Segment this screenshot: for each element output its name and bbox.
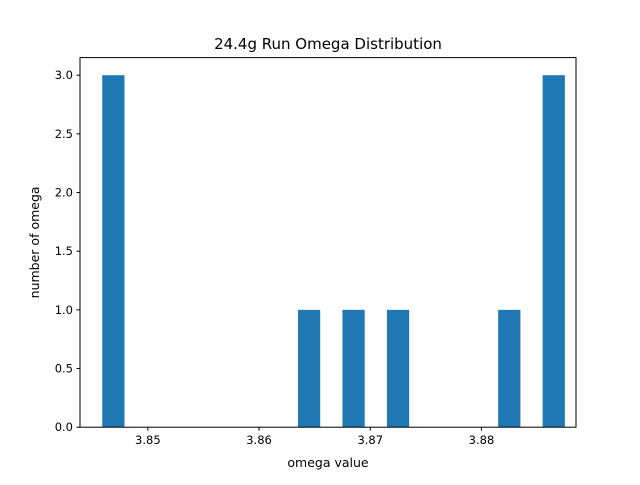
y-axis-label: number of omega bbox=[27, 186, 42, 298]
histogram-bar-2 bbox=[297, 309, 321, 428]
x-axis-label: omega value bbox=[287, 455, 369, 470]
x-tick-label: 3.86 bbox=[246, 433, 272, 447]
histogram-bar-3 bbox=[342, 309, 365, 428]
x-tick-label: 3.87 bbox=[357, 433, 383, 447]
y-tick-label: 2.0 bbox=[55, 186, 73, 200]
y-tick-label: 0.0 bbox=[55, 420, 73, 434]
histogram-bar-4 bbox=[386, 309, 410, 428]
x-tick-label: 3.85 bbox=[135, 433, 161, 447]
y-axis: 0.0 0.5 1.0 1.5 2.0 2.5 3.0 bbox=[55, 68, 80, 434]
y-tick-label: 1.0 bbox=[55, 303, 73, 317]
histogram-bar-1 bbox=[102, 75, 125, 428]
bars-layer bbox=[102, 75, 565, 428]
y-tick-label: 0.5 bbox=[55, 362, 73, 376]
y-tick-label: 3.0 bbox=[55, 68, 73, 82]
y-tick-label: 1.5 bbox=[55, 244, 73, 258]
histogram-bar-6 bbox=[542, 75, 565, 428]
x-tick-label: 3.88 bbox=[469, 433, 495, 447]
plot-frame bbox=[79, 57, 577, 428]
x-axis: 3.85 3.86 3.87 3.88 bbox=[135, 427, 494, 447]
chart-title: 24.4g Run Omega Distribution bbox=[214, 35, 442, 53]
histogram-bar-5 bbox=[498, 309, 521, 428]
y-tick-label: 2.5 bbox=[55, 127, 73, 141]
